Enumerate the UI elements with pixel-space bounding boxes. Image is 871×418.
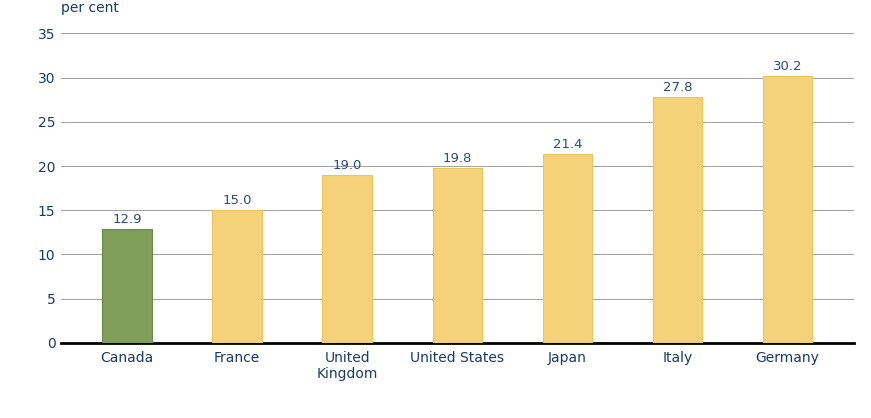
Text: 19.0: 19.0: [333, 159, 361, 172]
Bar: [322, 175, 372, 343]
Text: 12.9: 12.9: [112, 213, 142, 226]
Text: 19.8: 19.8: [442, 152, 472, 165]
Bar: [543, 154, 592, 343]
Bar: [433, 168, 482, 343]
Bar: [213, 210, 262, 343]
Bar: [652, 97, 702, 343]
Bar: [102, 229, 152, 343]
Text: per cent: per cent: [61, 1, 118, 15]
Text: 27.8: 27.8: [663, 81, 692, 94]
Bar: [763, 76, 813, 343]
Text: 30.2: 30.2: [773, 60, 802, 73]
Text: 15.0: 15.0: [222, 194, 252, 207]
Text: 21.4: 21.4: [552, 138, 582, 150]
